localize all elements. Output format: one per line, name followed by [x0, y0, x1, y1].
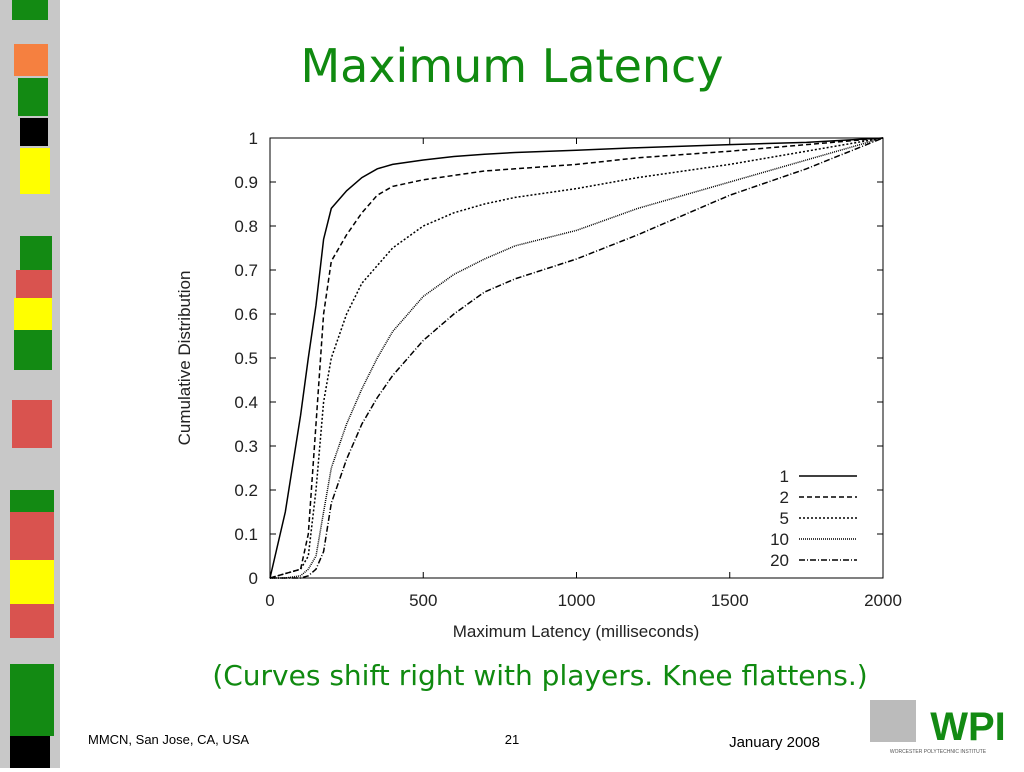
legend-label: 5 — [780, 509, 789, 528]
y-tick-label: 0.4 — [234, 393, 258, 412]
y-tick-label: 0.1 — [234, 525, 258, 544]
plot-frame — [269, 137, 884, 579]
legend-label: 20 — [770, 551, 789, 570]
page-number: 21 — [505, 732, 519, 747]
logo-subtext: WORCESTER POLYTECHNIC INSTITUTE — [890, 749, 987, 755]
y-tick-label: 0.9 — [234, 173, 258, 192]
y-tick-label: 0.6 — [234, 305, 258, 324]
y-tick-label: 0 — [249, 569, 258, 588]
legend-label: 10 — [770, 530, 789, 549]
x-tick-label: 1500 — [711, 591, 749, 610]
y-tick-label: 0.7 — [234, 261, 258, 280]
footer-right: January 2008 — [729, 734, 820, 751]
caption: (Curves shift right with players. Knee f… — [212, 659, 867, 692]
series-line — [269, 137, 884, 579]
x-tick-label: 500 — [409, 591, 437, 610]
y-tick-label: 0.8 — [234, 217, 258, 236]
x-axis-label: Maximum Latency (milliseconds) — [453, 622, 700, 641]
slide-title: Maximum Latency — [300, 39, 723, 93]
series-line — [269, 137, 884, 579]
series-line — [270, 137, 884, 579]
y-tick-label: 1 — [249, 129, 258, 148]
side-decoration — [10, 0, 54, 768]
legend-label: 1 — [780, 467, 789, 486]
x-tick-label: 2000 — [864, 591, 902, 610]
y-tick-label: 0.2 — [234, 481, 258, 500]
series-line — [270, 137, 884, 579]
legend-label: 2 — [780, 488, 789, 507]
y-tick-label: 0.3 — [234, 437, 258, 456]
y-axis-label: Cumulative Distribution — [175, 271, 194, 446]
y-tick-label: 0.5 — [234, 349, 258, 368]
logo: WPI — [930, 705, 1006, 749]
footer-left: MMCN, San Jose, CA, USA — [88, 732, 249, 747]
series-line — [269, 137, 884, 579]
x-tick-label: 1000 — [558, 591, 596, 610]
logo-building — [870, 700, 916, 742]
x-tick-label: 0 — [265, 591, 274, 610]
